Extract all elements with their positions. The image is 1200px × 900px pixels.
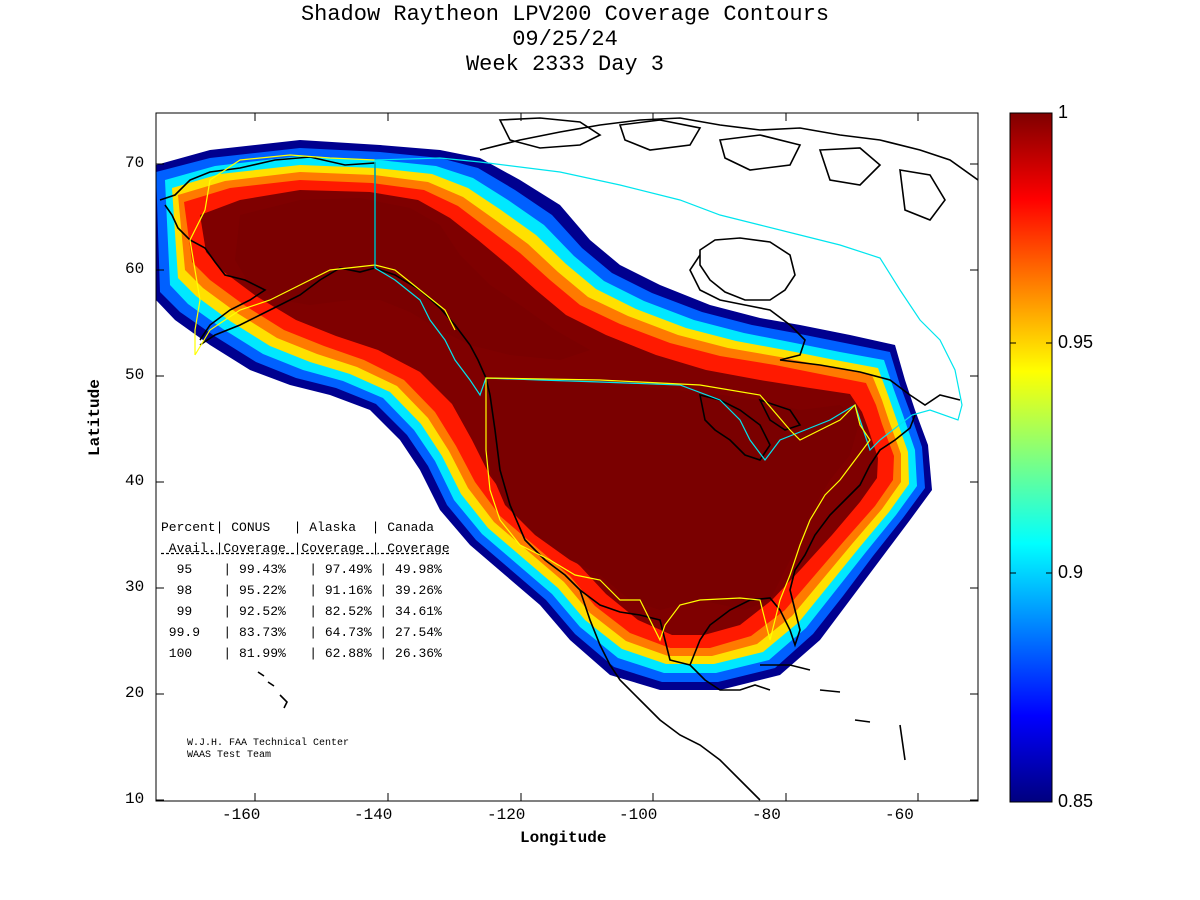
map-date: 09/25/24 bbox=[512, 27, 618, 52]
x-tick-label: -80 bbox=[752, 806, 781, 824]
x-tick-label: -60 bbox=[885, 806, 914, 824]
credit-line: W.J.H. FAA Technical Center bbox=[187, 738, 350, 749]
stats-header-row: Percent| CONUS | Alaska | Canada bbox=[161, 520, 435, 535]
colorbar-ticks bbox=[1010, 112, 1052, 803]
caribbean bbox=[760, 664, 906, 761]
colorbar-tick-label: 0.85 bbox=[1058, 791, 1094, 811]
plot-frame bbox=[155, 112, 979, 802]
map-title: Shadow Raytheon LPV200 Coverage Contours bbox=[300, 2, 830, 27]
credit-block: W.J.H. FAA Technical Center WAAS Test Te… bbox=[187, 738, 349, 762]
x-tick-label: -100 bbox=[619, 806, 658, 824]
contour-alaska-core bbox=[235, 198, 590, 360]
stats-row: 100 | 81.99% | 62.88% | 26.36% bbox=[161, 646, 442, 661]
stats-header-row: Avail.|Coverage |Coverage | Coverage bbox=[161, 541, 450, 556]
credit-line: WAAS Test Team bbox=[187, 750, 272, 761]
mexico-coast bbox=[579, 589, 771, 801]
conus-boundary bbox=[485, 377, 871, 642]
region-boundaries bbox=[189, 154, 963, 642]
coverage-contours bbox=[156, 140, 932, 690]
alaska-coast bbox=[159, 156, 471, 346]
coverage-stats-table: Percent| CONUS | Alaska | Canada Avail.|… bbox=[161, 517, 450, 664]
stats-row: 95 | 99.43% | 97.49% | 49.98% bbox=[161, 562, 442, 577]
y-tick-label: 50 bbox=[125, 366, 145, 384]
y-tick-label: 10 bbox=[125, 790, 145, 808]
alaska-boundary bbox=[189, 154, 456, 356]
colorbar-tick-label: 1 bbox=[1058, 102, 1069, 122]
map-week-day: Week 2333 Day 3 bbox=[465, 52, 665, 77]
y-tick-label: 30 bbox=[125, 578, 145, 596]
x-tick-label: -160 bbox=[222, 806, 261, 824]
y-axis-label: Latitude bbox=[86, 379, 104, 456]
y-tick-label: 20 bbox=[125, 684, 145, 702]
stats-row: 98 | 95.22% | 91.16% | 39.26% bbox=[161, 583, 442, 598]
canada-boundary bbox=[374, 157, 963, 461]
x-tick-label: -140 bbox=[354, 806, 393, 824]
stats-row: 99.9 | 83.73% | 64.73% | 27.54% bbox=[161, 625, 442, 640]
arctic-islands bbox=[498, 117, 946, 221]
colorbar bbox=[1009, 112, 1053, 803]
hawaii bbox=[257, 671, 288, 709]
great-lakes bbox=[698, 393, 802, 461]
coastlines bbox=[159, 117, 978, 801]
canada-coast bbox=[469, 117, 978, 406]
colorbar-tick-label: 0.95 bbox=[1058, 332, 1094, 352]
x-axis-label: Longitude bbox=[520, 829, 607, 847]
colorbar-tick-label: 0.9 bbox=[1058, 562, 1084, 582]
y-tick-label: 40 bbox=[125, 472, 145, 490]
x-tick-label: -120 bbox=[487, 806, 526, 824]
stats-row: 99 | 92.52% | 82.52% | 34.61% bbox=[161, 604, 442, 619]
hudson-bay bbox=[699, 237, 796, 301]
axis-ticks bbox=[156, 113, 978, 801]
y-tick-label: 60 bbox=[125, 260, 145, 278]
y-tick-label: 70 bbox=[125, 154, 145, 172]
